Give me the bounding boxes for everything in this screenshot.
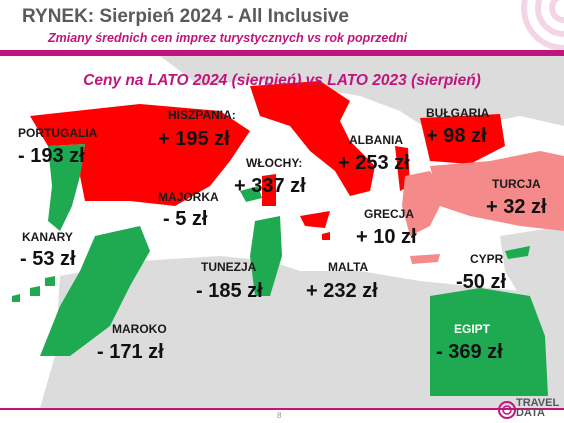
- label-hiszpania: HISZPANIA:: [168, 108, 236, 122]
- value-cypr: -50 zł: [456, 271, 507, 293]
- value-majorka: - 5 zł: [163, 208, 208, 230]
- page-subtitle: Zmiany średnich cen imprez turystycznych…: [48, 31, 408, 45]
- country-cypr: [505, 246, 530, 259]
- footer-divider: [0, 408, 564, 410]
- map-title: Ceny na LATO 2024 (sierpień) vs LATO 202…: [83, 72, 481, 89]
- label-egipt: EGIPT: [454, 322, 491, 336]
- label-malta: MALTA: [328, 260, 369, 274]
- value-wlochy: + 337 zł: [234, 175, 306, 197]
- country-tunezja: [250, 216, 282, 296]
- country-majorka: [240, 186, 262, 202]
- label-turcja: TURCJA: [492, 177, 541, 191]
- country-kanary-3: [45, 276, 55, 286]
- mediterranean-map: [12, 56, 564, 408]
- country-kanary-1: [12, 294, 20, 302]
- label-bulgaria: BUŁGARIA: [426, 106, 490, 120]
- corner-decoration: [521, 0, 564, 50]
- value-egipt: - 369 zł: [436, 341, 503, 363]
- label-maroko: MAROKO: [112, 322, 167, 336]
- label-wlochy: WŁOCHY:: [246, 156, 303, 170]
- travel-data-logo: TRAVEL DATA: [516, 397, 560, 419]
- value-hiszpania: + 195 zł: [158, 128, 230, 150]
- label-majorka: MAJORKA: [158, 190, 219, 204]
- italy-sicily: [300, 211, 330, 228]
- country-wlochy: [250, 81, 375, 196]
- country-malta: [322, 232, 330, 240]
- country-hiszpania: [30, 104, 250, 206]
- value-portugalia: - 193 zł: [18, 145, 85, 167]
- italy-sardinia: [262, 174, 276, 206]
- country-grecja: [402, 171, 445, 236]
- country-portugalia: [48, 144, 85, 231]
- value-bulgaria: + 98 zł: [426, 125, 487, 147]
- label-portugalia: PORTUGALIA: [18, 126, 98, 140]
- country-maroko: [40, 226, 150, 356]
- value-tunezja: - 185 zł: [196, 280, 263, 302]
- label-tunezja: TUNEZJA: [201, 260, 257, 274]
- label-kanary: KANARY: [22, 230, 73, 244]
- header-divider: [0, 50, 564, 56]
- greece-crete: [410, 254, 440, 264]
- label-albania: ALBANIA: [349, 133, 403, 147]
- value-grecja: + 10 zł: [356, 226, 417, 248]
- country-egipt: [430, 288, 548, 396]
- value-malta: + 232 zł: [306, 280, 378, 302]
- value-kanary: - 53 zł: [20, 248, 76, 270]
- europe-land: [160, 56, 564, 131]
- logo-line-1: TRAVEL: [516, 397, 560, 409]
- value-turcja: + 32 zł: [486, 196, 547, 218]
- value-maroko: - 171 zł: [97, 341, 164, 363]
- page-number: 8: [277, 411, 282, 420]
- label-grecja: GRECJA: [364, 207, 415, 221]
- travel-data-logo-icon: [498, 401, 516, 419]
- page-title: RYNEK: Sierpień 2024 - All Inclusive: [22, 6, 349, 27]
- label-cypr: CYPR: [470, 252, 504, 266]
- country-kanary-2: [30, 286, 40, 296]
- value-albania: + 253 zł: [338, 152, 410, 174]
- country-turcja: [430, 151, 564, 231]
- country-bulgaria: [420, 114, 505, 164]
- middle-east-land: [500, 226, 564, 296]
- logo-line-2: DATA: [516, 407, 545, 419]
